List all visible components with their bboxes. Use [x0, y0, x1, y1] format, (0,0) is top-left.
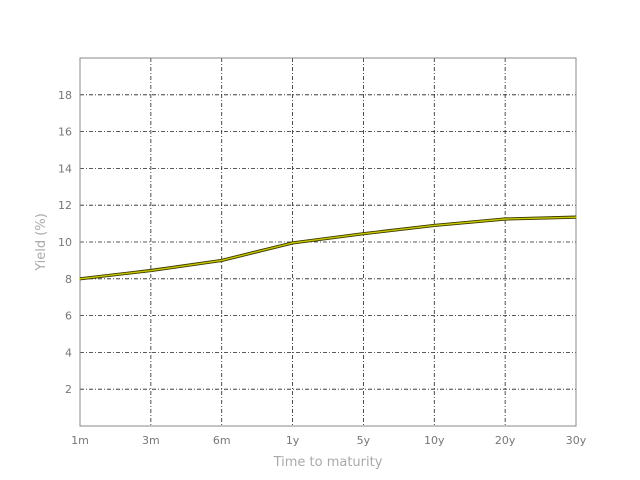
y-tick-label: 16: [58, 126, 72, 139]
series-point: [79, 278, 81, 280]
x-axis-label: Time to maturity: [273, 455, 383, 470]
y-axis-label: Yield (%): [34, 213, 49, 272]
series-point: [362, 232, 365, 235]
series-point: [433, 224, 436, 227]
y-tick-label: 6: [65, 310, 72, 323]
y-tick-labels: 2 4 6 8 10 12 14 16 18: [58, 89, 72, 396]
x-tick-labels: 1m 3m 6m 1y 5y 10y 20y 30y: [71, 434, 587, 447]
x-tick-label: 5y: [357, 434, 371, 447]
x-tick-label: 1y: [286, 434, 300, 447]
series-line: [79, 216, 577, 280]
x-tick-label: 1m: [71, 434, 89, 447]
plot-frame: [79, 57, 577, 427]
series-point: [291, 242, 294, 244]
x-tick-label: 30y: [566, 434, 587, 447]
series-point: [220, 259, 223, 262]
grid-layer: [80, 58, 576, 426]
x-tick-label: 10y: [424, 434, 445, 447]
y-tick-label: 4: [65, 346, 72, 359]
y-tick-label: 18: [58, 89, 72, 102]
series-point: [150, 269, 152, 272]
series-point: [504, 218, 506, 220]
x-tick-label: 20y: [495, 434, 516, 447]
y-tick-label: 8: [65, 273, 72, 286]
y-tick-label: 10: [58, 236, 72, 249]
x-tick-label: 6m: [213, 434, 231, 447]
series-layer: [79, 215, 577, 281]
y-tick-label: 14: [58, 162, 72, 175]
y-tick-label: 12: [58, 199, 72, 212]
series-point: [575, 216, 577, 218]
x-tick-label: 3m: [142, 434, 160, 447]
y-tick-label: 2: [65, 383, 72, 396]
